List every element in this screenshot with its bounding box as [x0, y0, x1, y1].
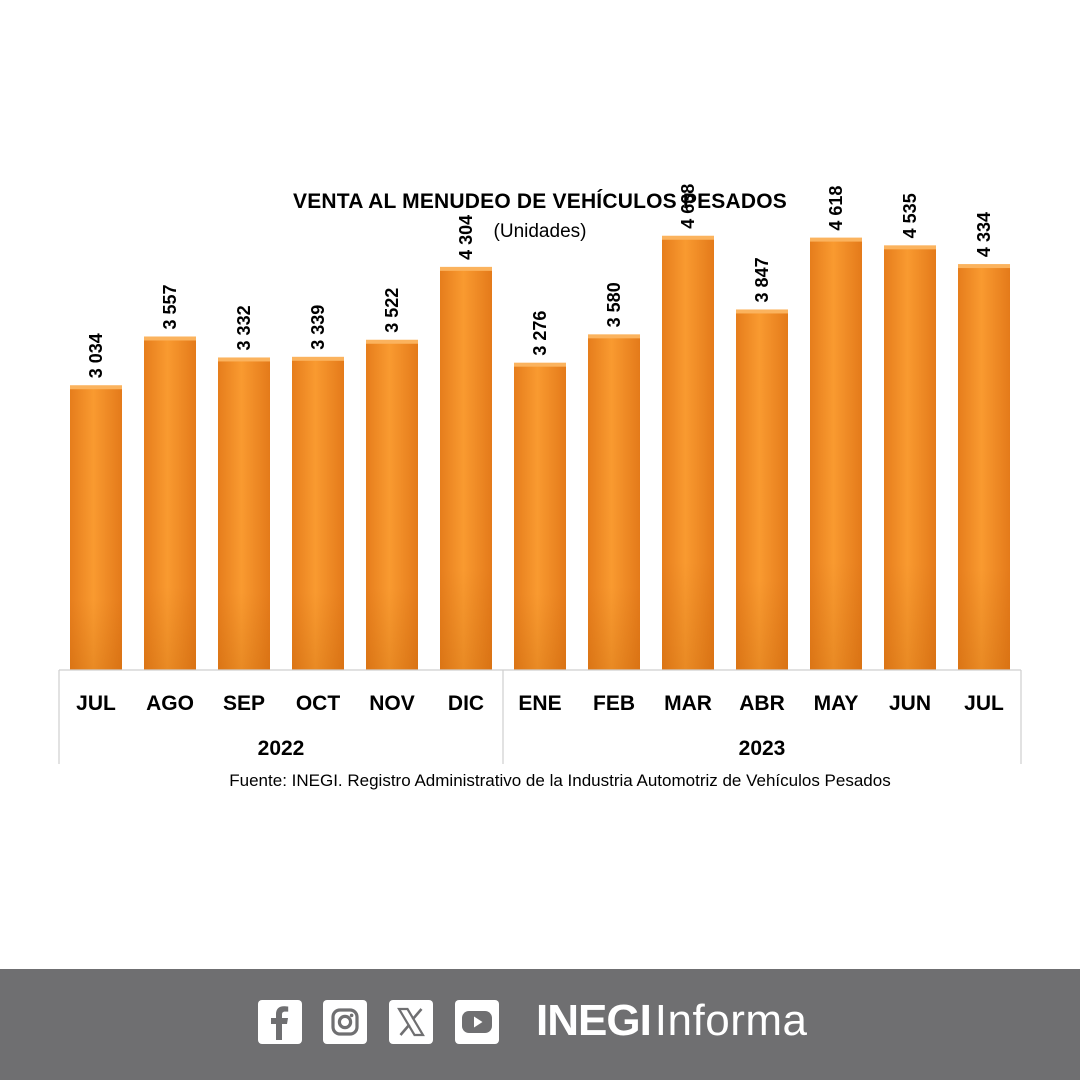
category-label: JUN — [889, 692, 931, 715]
bar-top-bevel — [292, 356, 344, 361]
category-label: JUL — [964, 692, 1004, 715]
category-label: FEB — [593, 692, 635, 715]
bar-top-bevel — [810, 237, 862, 242]
value-label: 3 847 — [752, 257, 772, 302]
value-label: 3 580 — [604, 282, 624, 327]
bar-top-bevel — [366, 339, 418, 344]
category-label: MAY — [814, 692, 859, 715]
group-label: 2022 — [258, 737, 305, 760]
category-label: ENE — [518, 692, 561, 715]
bar-top-bevel — [218, 357, 270, 362]
value-label: 4 618 — [826, 186, 846, 231]
source-note: Fuente: INEGI. Registro Administrativo d… — [229, 771, 891, 790]
bar-shade — [144, 338, 196, 670]
value-label: 4 334 — [974, 212, 994, 257]
bar-chart: 3 034 3 557 3 332 3 339 3 522 4 304 3 276 3 580… — [58, 184, 1022, 764]
bar-shade — [218, 359, 270, 670]
category-label: NOV — [369, 692, 415, 715]
chart-subtitle: (Unidades) — [493, 221, 587, 242]
x-icon[interactable] — [389, 1000, 433, 1044]
bar-top-bevel — [514, 362, 566, 367]
category-label: AGO — [146, 692, 194, 715]
brand-inegi: INEGI — [536, 996, 652, 1045]
value-label: 3 339 — [308, 305, 328, 350]
instagram-icon[interactable] — [323, 1000, 367, 1044]
bar-shade — [588, 336, 640, 670]
category-label: OCT — [296, 692, 341, 715]
brand-informa: Informa — [654, 996, 808, 1045]
value-label: 3 034 — [86, 333, 106, 378]
youtube-icon[interactable] — [455, 1000, 499, 1044]
facebook-icon[interactable] — [258, 1000, 302, 1044]
bar-shade — [736, 311, 788, 670]
bar-shade — [292, 358, 344, 670]
bar-shade — [662, 237, 714, 670]
bar-top-bevel — [144, 336, 196, 341]
bar-top-bevel — [70, 385, 122, 390]
bar-top-bevel — [440, 266, 492, 271]
bar-top-bevel — [662, 235, 714, 240]
value-label: 4 638 — [678, 184, 698, 229]
category-label: DIC — [448, 692, 484, 715]
group-label: 2023 — [739, 737, 786, 760]
bar-top-bevel — [884, 245, 936, 250]
value-label: 4 535 — [900, 193, 920, 238]
category-label: MAR — [664, 692, 712, 715]
value-label: 3 557 — [160, 284, 180, 329]
category-label: JUL — [76, 692, 116, 715]
bar-shade — [440, 268, 492, 670]
bar-shade — [366, 341, 418, 670]
bar-shade — [810, 239, 862, 670]
category-label: SEP — [223, 692, 265, 715]
bar-shade — [958, 266, 1010, 670]
chart-title: Venta al menudeo de vehículos pesados — [293, 190, 787, 213]
value-label: 3 276 — [530, 311, 550, 356]
bar-top-bevel — [958, 264, 1010, 269]
bar-top-bevel — [736, 309, 788, 314]
inegi-informa-logo: INEGI Informa — [536, 996, 807, 1052]
value-label: 4 304 — [456, 215, 476, 260]
footer-bar — [0, 969, 1080, 1080]
category-label: ABR — [739, 692, 785, 715]
bar-shade — [70, 387, 122, 670]
bar-shade — [884, 247, 936, 670]
bar-top-bevel — [588, 334, 640, 339]
value-label: 3 522 — [382, 288, 402, 333]
value-label: 3 332 — [234, 305, 254, 350]
bar-shade — [514, 364, 566, 670]
